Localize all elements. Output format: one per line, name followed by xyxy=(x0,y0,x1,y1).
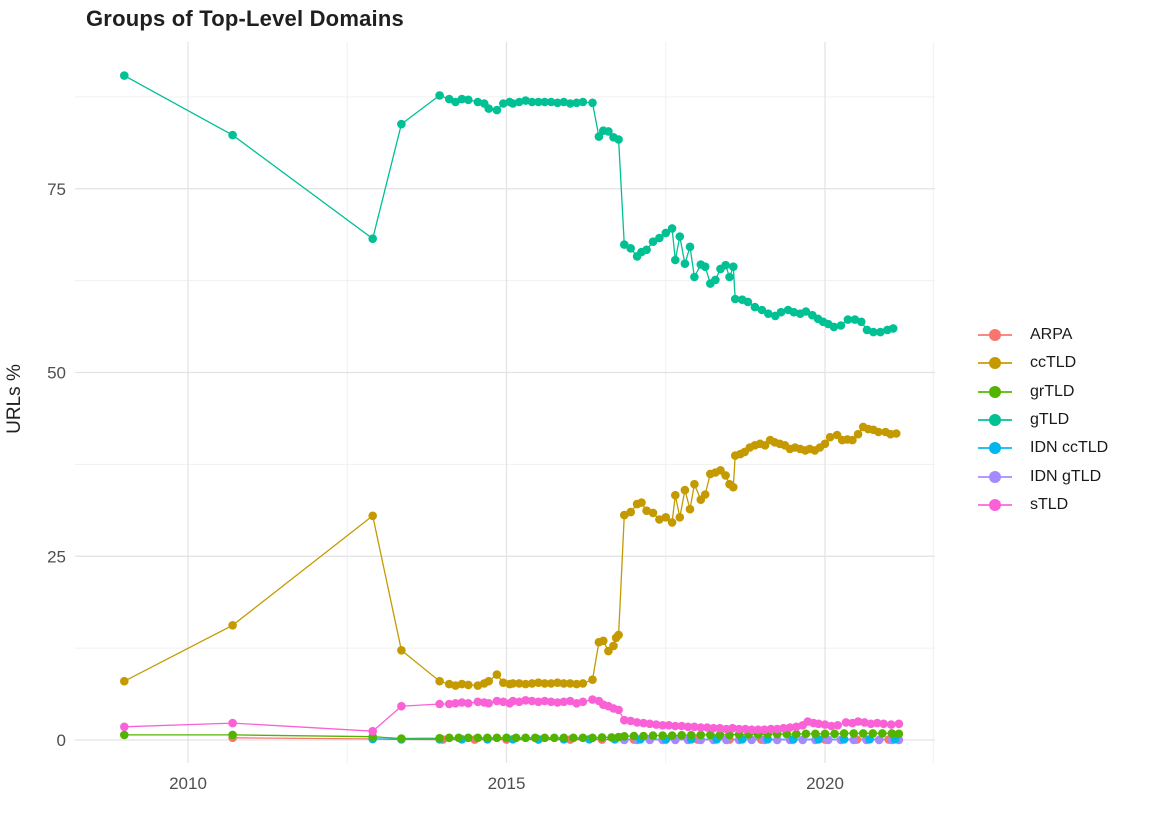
legend-dot-icon xyxy=(989,357,1001,370)
legend-label: ARPA xyxy=(1030,326,1073,344)
legend-item-sTLD: sTLD xyxy=(978,491,1108,519)
svg-text:75: 75 xyxy=(47,180,66,199)
legend-item-ARPA: ARPA xyxy=(978,321,1108,349)
legend-key-icon-ARPA xyxy=(978,329,1012,342)
legend-label: IDN ccTLD xyxy=(1030,439,1109,457)
legend-dot-icon xyxy=(989,470,1001,483)
svg-text:25: 25 xyxy=(47,547,66,566)
series-points-grTLD xyxy=(120,729,904,743)
legend-label: ccTLD xyxy=(1030,354,1077,372)
series-points-ccTLD xyxy=(120,422,901,690)
legend-dot-icon xyxy=(989,414,1001,427)
svg-text:0: 0 xyxy=(57,731,66,750)
y-axis-title: URLs % xyxy=(4,364,25,434)
legend-item-gTLD: gTLD xyxy=(978,406,1108,434)
legend-key-icon-sTLD xyxy=(978,498,1012,511)
legend-dot-icon xyxy=(989,442,1001,455)
legend-item-IDN-ccTLD: IDN ccTLD xyxy=(978,434,1108,462)
series-points-gTLD xyxy=(120,71,898,337)
legend-item-grTLD: grTLD xyxy=(978,378,1108,406)
svg-text:2010: 2010 xyxy=(169,774,207,793)
y-axis-tick-labels: 0 25 50 75 xyxy=(47,180,66,750)
legend-dot-icon xyxy=(989,385,1001,398)
series-points-sTLD xyxy=(120,695,904,736)
legend-key-icon-ccTLD xyxy=(978,357,1012,370)
legend-label: gTLD xyxy=(1030,411,1070,429)
legend-item-IDN-gTLD: IDN gTLD xyxy=(978,462,1108,490)
legend-label: grTLD xyxy=(1030,382,1075,400)
legend-label: IDN gTLD xyxy=(1030,467,1102,485)
series-line-gTLD xyxy=(123,75,894,333)
svg-text:2020: 2020 xyxy=(806,774,844,793)
legend-dot-icon xyxy=(989,498,1001,511)
legend-key-icon-grTLD xyxy=(978,385,1012,398)
legend-dot-icon xyxy=(989,329,1001,342)
legend-label: sTLD xyxy=(1030,495,1069,513)
grid-minor xyxy=(75,42,935,763)
legend-key-icon-IDN-gTLD xyxy=(978,470,1012,483)
svg-text:50: 50 xyxy=(47,364,66,383)
x-axis-tick-labels: 2010 2015 2020 xyxy=(169,774,844,793)
svg-text:2015: 2015 xyxy=(488,774,526,793)
page-title: Groups of Top-Level Domains xyxy=(86,6,404,31)
legend-key-icon-gTLD xyxy=(978,414,1012,427)
grid-major xyxy=(75,42,935,763)
legend: ARPA ccTLD grTLD gTLD IDN ccTLD IDN gTLD sTLD xyxy=(978,321,1108,519)
legend-item-ccTLD: ccTLD xyxy=(978,349,1108,377)
legend-key-icon-IDN-ccTLD xyxy=(978,442,1012,455)
